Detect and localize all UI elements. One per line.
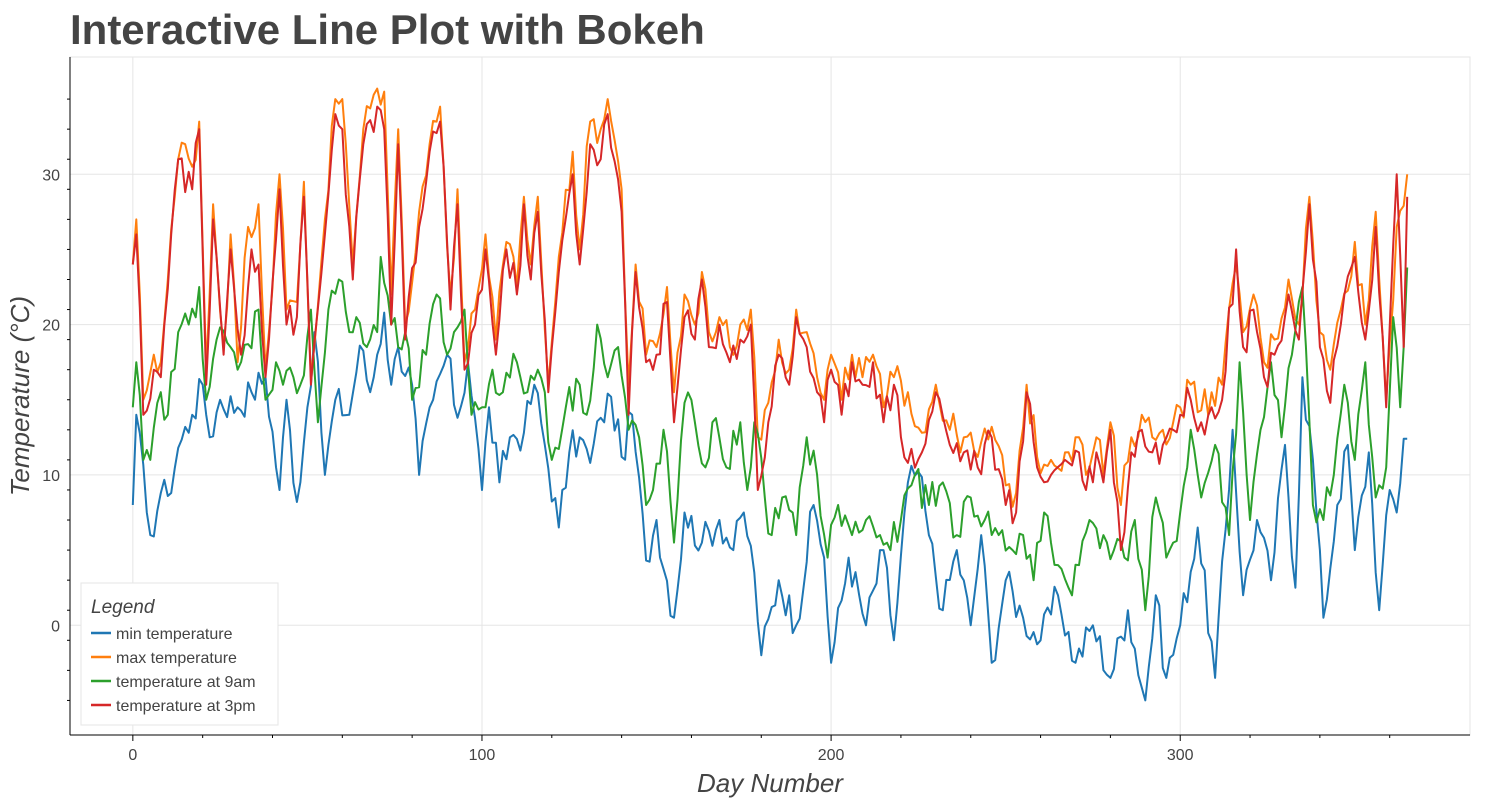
y-axis-label: Temperature (°C) (5, 296, 35, 496)
series-line-min-temperature[interactable] (131, 311, 1408, 702)
y-ticks: 0 10 20 30 (42, 98, 70, 701)
legend[interactable]: Legend min temperature max temperature tem… (80, 582, 279, 726)
y-tick-label: 30 (42, 167, 60, 184)
legend-label-max-temperature[interactable]: max temperature (116, 650, 237, 667)
x-tick-label: 100 (469, 747, 496, 764)
legend-title: Legend (91, 597, 156, 618)
legend-label-min-temperature[interactable]: min temperature (116, 626, 233, 643)
series-line-max-temperature[interactable] (131, 87, 1409, 508)
chart-title: Interactive Line Plot with Bokeh (70, 6, 705, 53)
legend-items[interactable]: min temperature max temperature temperatur… (91, 626, 256, 715)
x-axis-label: Day Number (697, 768, 844, 798)
x-tick-label: 200 (818, 747, 845, 764)
legend-label-temperature-at-3pm[interactable]: temperature at 3pm (116, 698, 256, 715)
x-grid (132, 57, 1181, 735)
legend-label-temperature-at-9am[interactable]: temperature at 9am (116, 674, 256, 691)
y-tick-label: 20 (42, 318, 60, 335)
y-grid (70, 173, 1470, 626)
series-lines[interactable] (131, 87, 1409, 702)
series-line-temperature-at-9am[interactable] (131, 255, 1409, 612)
x-tick-label: 0 (128, 747, 137, 764)
y-tick-label: 10 (42, 468, 60, 485)
x-tick-label: 300 (1167, 747, 1194, 764)
series-line-temperature-at-3pm[interactable] (131, 105, 1409, 552)
y-tick-label: 0 (51, 618, 60, 635)
x-ticks: 0 100 200 300 (128, 735, 1391, 764)
legend-box (80, 582, 279, 726)
